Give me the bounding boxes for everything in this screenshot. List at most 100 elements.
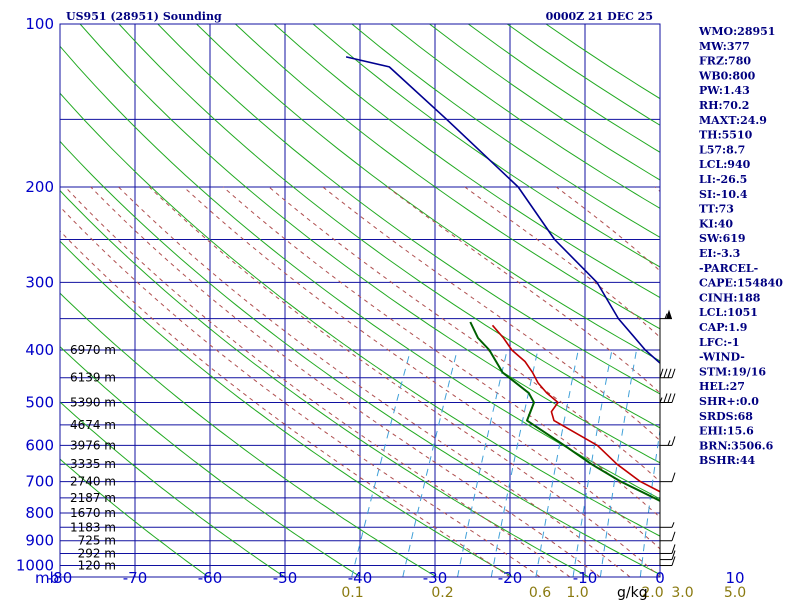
mixing-ratio-tick-label: 0.2 [431,585,453,600]
sounding-index-line: LCL:1051 [699,306,758,319]
station-title: US951 (28951) Sounding [66,10,222,23]
moist-adiabat-line [64,186,571,577]
sounding-index-line: SHR+:0.0 [699,395,759,408]
pressure-tick-label: 800 [25,504,54,522]
pressure-tick-label: 500 [25,394,54,412]
dry-adiabat-line [60,346,361,577]
wind-barb [660,550,676,561]
wind-barb-flag [671,544,676,554]
sounding-index-line: WB0:800 [698,69,756,82]
wind-barb-flag [671,436,676,446]
pressure-tick-label: 700 [25,473,54,491]
wind-barb-flag [667,393,672,403]
height-label: 2187 m [70,491,116,505]
wind-barb-flag [671,368,676,378]
pressure-tick-label: 400 [25,341,54,359]
parcel-profile-line [345,56,660,365]
temperature-tick-label: -20 [498,569,523,587]
wind-barb-flag [671,531,676,541]
temperature-profile-line [491,324,660,493]
sounding-index-line: TH:5510 [699,129,753,142]
dry-adiabat-line [196,24,660,362]
wind-barb [660,472,676,483]
wind-barb-flag [663,368,668,378]
mixing-ratio-unit: g/kg [617,585,648,600]
plot-area [60,24,660,577]
sounding-index-line: BRN:3506.6 [699,439,774,452]
adiabats [60,24,660,577]
wind-barb [660,309,672,320]
wind-barbs [659,309,676,567]
mixing-ratio-tick-label: 3.0 [671,585,693,600]
dry-adiabat-line [118,24,660,429]
dry-adiabat-line [312,24,660,268]
sounding-index-line: SI:-10.4 [699,188,748,201]
sounding-index-line: BSHR:44 [699,454,755,467]
dry-adiabat-line [60,189,590,577]
pressure-tick-label: 600 [25,436,54,454]
valid-time: 0000Z 21 DEC 25 [546,10,653,23]
sounding-index-line: RH:70.2 [699,99,749,112]
wind-barb [659,368,676,379]
dewpoint-profile-line [469,321,660,502]
height-label: 6139 m [70,371,116,385]
wind-barb [660,531,676,542]
height-label: 3976 m [70,438,116,452]
sounding-index-line: LCL:940 [699,158,751,171]
height-label: 292 m [78,546,116,560]
sounding-index-line: SW:619 [699,232,746,245]
height-label: 1183 m [70,520,116,534]
pressure-unit-label: mb [35,569,59,587]
wind-barb-half-flag [664,313,668,319]
dry-adiabat-line [60,401,285,577]
wind-barb-flag [671,393,676,403]
dry-adiabat-line [157,24,660,395]
mixing-ratio-line [535,349,579,577]
wind-barb [660,436,676,446]
wind-barb-pennant [666,309,672,319]
sounding-index-line: -WIND- [699,351,745,364]
wind-barb [660,522,675,528]
sounding-index-line: WMO:28951 [698,25,775,38]
profile-lines [345,56,660,502]
sounding-index-line: L57:8.7 [699,143,745,156]
moist-adiabat-line [268,186,660,483]
pressure-tick-label: 900 [25,532,54,550]
wind-barb [659,393,676,404]
sounding-index-line: LI:-26.5 [699,173,747,186]
pressure-tick-label: 100 [25,15,54,33]
sounding-index-line: -PARCEL- [699,262,758,275]
mixing-ratio-tick-label: 0.6 [529,585,551,600]
mixing-ratio-line [351,349,412,577]
moist-adiabat-line [183,186,660,550]
mixing-ratio-tick-label: 2.0 [641,585,663,600]
height-label: 120 m [78,559,116,573]
moist-adiabat-line [464,186,660,338]
dry-adiabat-line [60,45,660,500]
mixing-ratio-line [572,349,613,577]
height-label: 5390 m [70,396,116,410]
height-label: 2740 m [70,475,116,489]
pressure-tick-label: 300 [25,273,54,291]
pressure-tick-label: 1000 [16,557,54,575]
temperature-tick-label: -40 [348,569,373,587]
sounding-index-line: KI:40 [699,217,733,230]
height-label: 3335 m [70,457,116,471]
dry-adiabat-line [235,24,660,330]
temperature-tick-label: -70 [123,569,148,587]
moist-adiabat-line [118,186,631,577]
sounding-index-line: LFC:-1 [699,336,740,349]
height-label: 725 m [78,534,116,548]
wind-barb-flag [671,556,676,566]
sounding-index-line: STM:19/16 [699,365,766,378]
sounding-index-line: CINH:188 [699,291,761,304]
dry-adiabat-line [60,92,660,537]
temperature-tick-label: -10 [573,569,598,587]
sounding-index-line: PW:1.43 [699,84,750,97]
wind-barb-half-flag [659,397,663,403]
mixing-ratio-tick-label: 0.1 [341,585,363,600]
wind-barb-flag [667,368,672,378]
